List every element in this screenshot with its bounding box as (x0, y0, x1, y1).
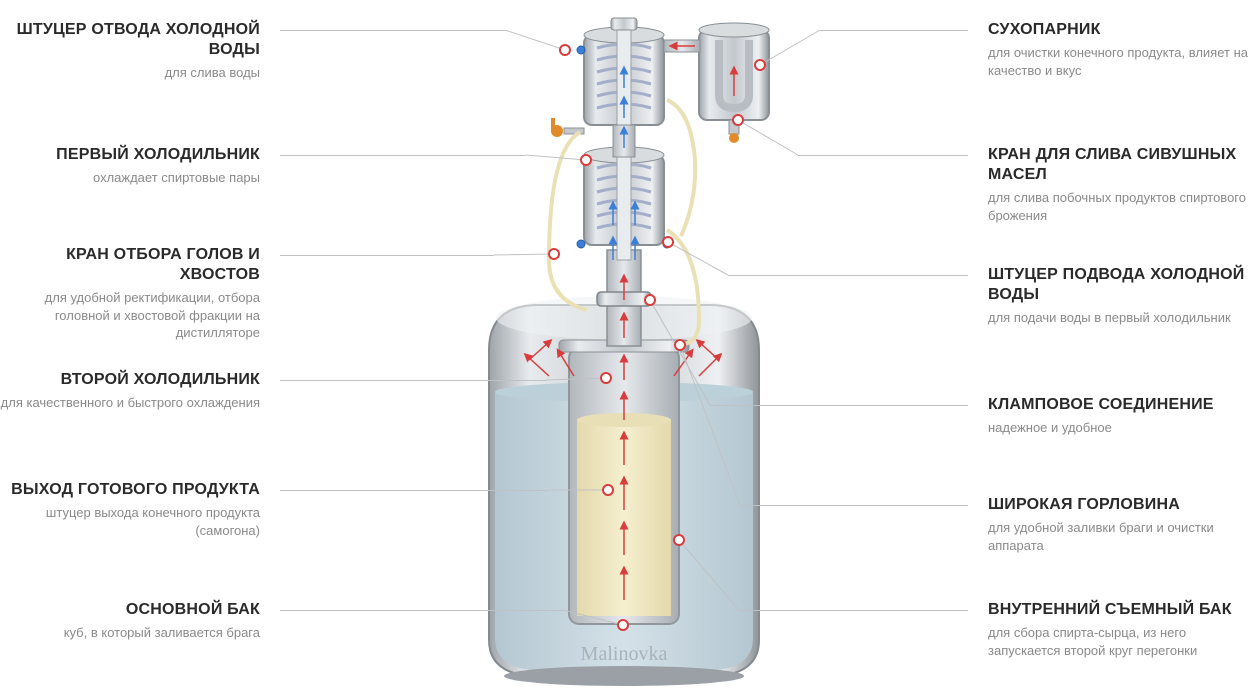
marker-clamp-connection (644, 294, 656, 306)
label-outlet-fitting: ШТУЦЕР ОТВОДА ХОЛОДНОЙ ВОДЫ для слива во… (0, 20, 260, 82)
label-desc: для удобной ректификации, отбора головно… (0, 289, 260, 342)
leader-line (280, 610, 563, 611)
marker-main-tank (617, 619, 629, 631)
distiller-diagram: Malinovka (399, 0, 849, 694)
label-title: ШИРОКАЯ ГОРЛОВИНА (988, 495, 1248, 515)
label-heads-tails-valve: КРАН ОТБОРА ГОЛОВ И ХВОСТОВ для удобной … (0, 245, 260, 342)
label-title: КРАН ДЛЯ СЛИВА СИВУШНЫХ МАСЕЛ (988, 145, 1248, 185)
leader-line (280, 380, 546, 381)
leader-line (798, 155, 968, 156)
label-desc: для сбора спирта-сырца, из него запускае… (988, 624, 1248, 659)
leader-line (820, 30, 968, 31)
marker-dry-steamer (754, 59, 766, 71)
leader-line (739, 610, 968, 611)
leader-line (280, 490, 548, 491)
marker-product-output (602, 484, 614, 496)
label-wide-neck: ШИРОКАЯ ГОРЛОВИНА для удобной заливки бр… (988, 495, 1248, 554)
leader-line (280, 30, 505, 31)
labels-left-column: ШТУЦЕР ОТВОДА ХОЛОДНОЙ ВОДЫ для слива во… (0, 0, 280, 694)
fusel-valve-icon (729, 133, 739, 143)
label-clamp-connection: КЛАМПОВОЕ СОЕДИНЕНИЕ надежное и удобное (988, 395, 1248, 437)
label-dry-steamer: СУХОПАРНИК для очистки конечного продукт… (988, 20, 1248, 79)
label-first-cooler: ПЕРВЫЙ ХОЛОДИЛЬНИК охлаждает спиртовые п… (0, 145, 260, 187)
label-desc: для подачи воды в первый холодильник (988, 309, 1248, 327)
labels-right-column: СУХОПАРНИК для очистки конечного продукт… (968, 0, 1248, 694)
label-fusel-drain-valve: КРАН ДЛЯ СЛИВА СИВУШНЫХ МАСЕЛ для слива … (988, 145, 1248, 224)
label-title: ПЕРВЫЙ ХОЛОДИЛЬНИК (0, 145, 260, 165)
marker-second-cooler (600, 372, 612, 384)
distiller-svg: Malinovka (399, 0, 849, 694)
label-title: ОСНОВНОЙ БАК (0, 600, 260, 620)
marker-heads-tails-valve (548, 248, 560, 260)
first-cooler-shape (584, 147, 664, 260)
leader-line (280, 255, 494, 256)
label-desc: для очистки конечного продукта, влияет н… (988, 44, 1248, 79)
label-title: ВНУТРЕННИЙ СЪЕМНЫЙ БАК (988, 600, 1248, 620)
label-title: ВТОРОЙ ХОЛОДИЛЬНИК (0, 370, 260, 390)
label-desc: охлаждает спиртовые пары (0, 169, 260, 187)
marker-wide-neck (674, 339, 686, 351)
leader-line (728, 275, 968, 276)
marker-fusel-drain-valve (732, 114, 744, 126)
label-inner-tank: ВНУТРЕННИЙ СЪЕМНЫЙ БАК для сбора спирта-… (988, 600, 1248, 659)
leader-line (280, 155, 526, 156)
label-title: КРАН ОТБОРА ГОЛОВ И ХВОСТОВ (0, 245, 260, 285)
marker-first-cooler (580, 154, 592, 166)
label-title: ШТУЦЕР ПОДВОДА ХОЛОДНОЙ ВОДЫ (988, 265, 1248, 305)
label-main-tank: ОСНОВНОЙ БАК куб, в который заливается б… (0, 600, 260, 642)
label-desc: штуцер выхода конечного продукта (самого… (0, 504, 260, 539)
label-title: КЛАМПОВОЕ СОЕДИНЕНИЕ (988, 395, 1248, 415)
leader-line (740, 505, 968, 506)
label-title: ВЫХОД ГОТОВОГО ПРОДУКТА (0, 480, 260, 500)
water-fitting-icon (577, 46, 585, 54)
label-second-cooler: ВТОРОЙ ХОЛОДИЛЬНИК для качественного и б… (0, 370, 260, 412)
label-desc: надежное и удобное (988, 419, 1248, 437)
label-product-output: ВЫХОД ГОТОВОГО ПРОДУКТА штуцер выхода ко… (0, 480, 260, 539)
water-fitting-icon (577, 240, 585, 248)
label-desc: для слива воды (0, 64, 260, 82)
marker-inlet-fitting (662, 236, 674, 248)
label-desc: для качественного и быстрого охлаждения (0, 394, 260, 412)
label-desc: для удобной заливки браги и очистки аппа… (988, 519, 1248, 554)
marker-inner-tank (673, 534, 685, 546)
label-title: СУХОПАРНИК (988, 20, 1248, 40)
marker-outlet-fitting (559, 44, 571, 56)
label-inlet-fitting: ШТУЦЕР ПОДВОДА ХОЛОДНОЙ ВОДЫ для подачи … (988, 265, 1248, 327)
brand-logo: Malinovka (581, 643, 668, 665)
label-title: ШТУЦЕР ОТВОДА ХОЛОДНОЙ ВОДЫ (0, 20, 260, 60)
label-desc: для слива побочных продуктов спиртового … (988, 189, 1248, 224)
leader-line (710, 405, 968, 406)
label-desc: куб, в который заливается брага (0, 624, 260, 642)
